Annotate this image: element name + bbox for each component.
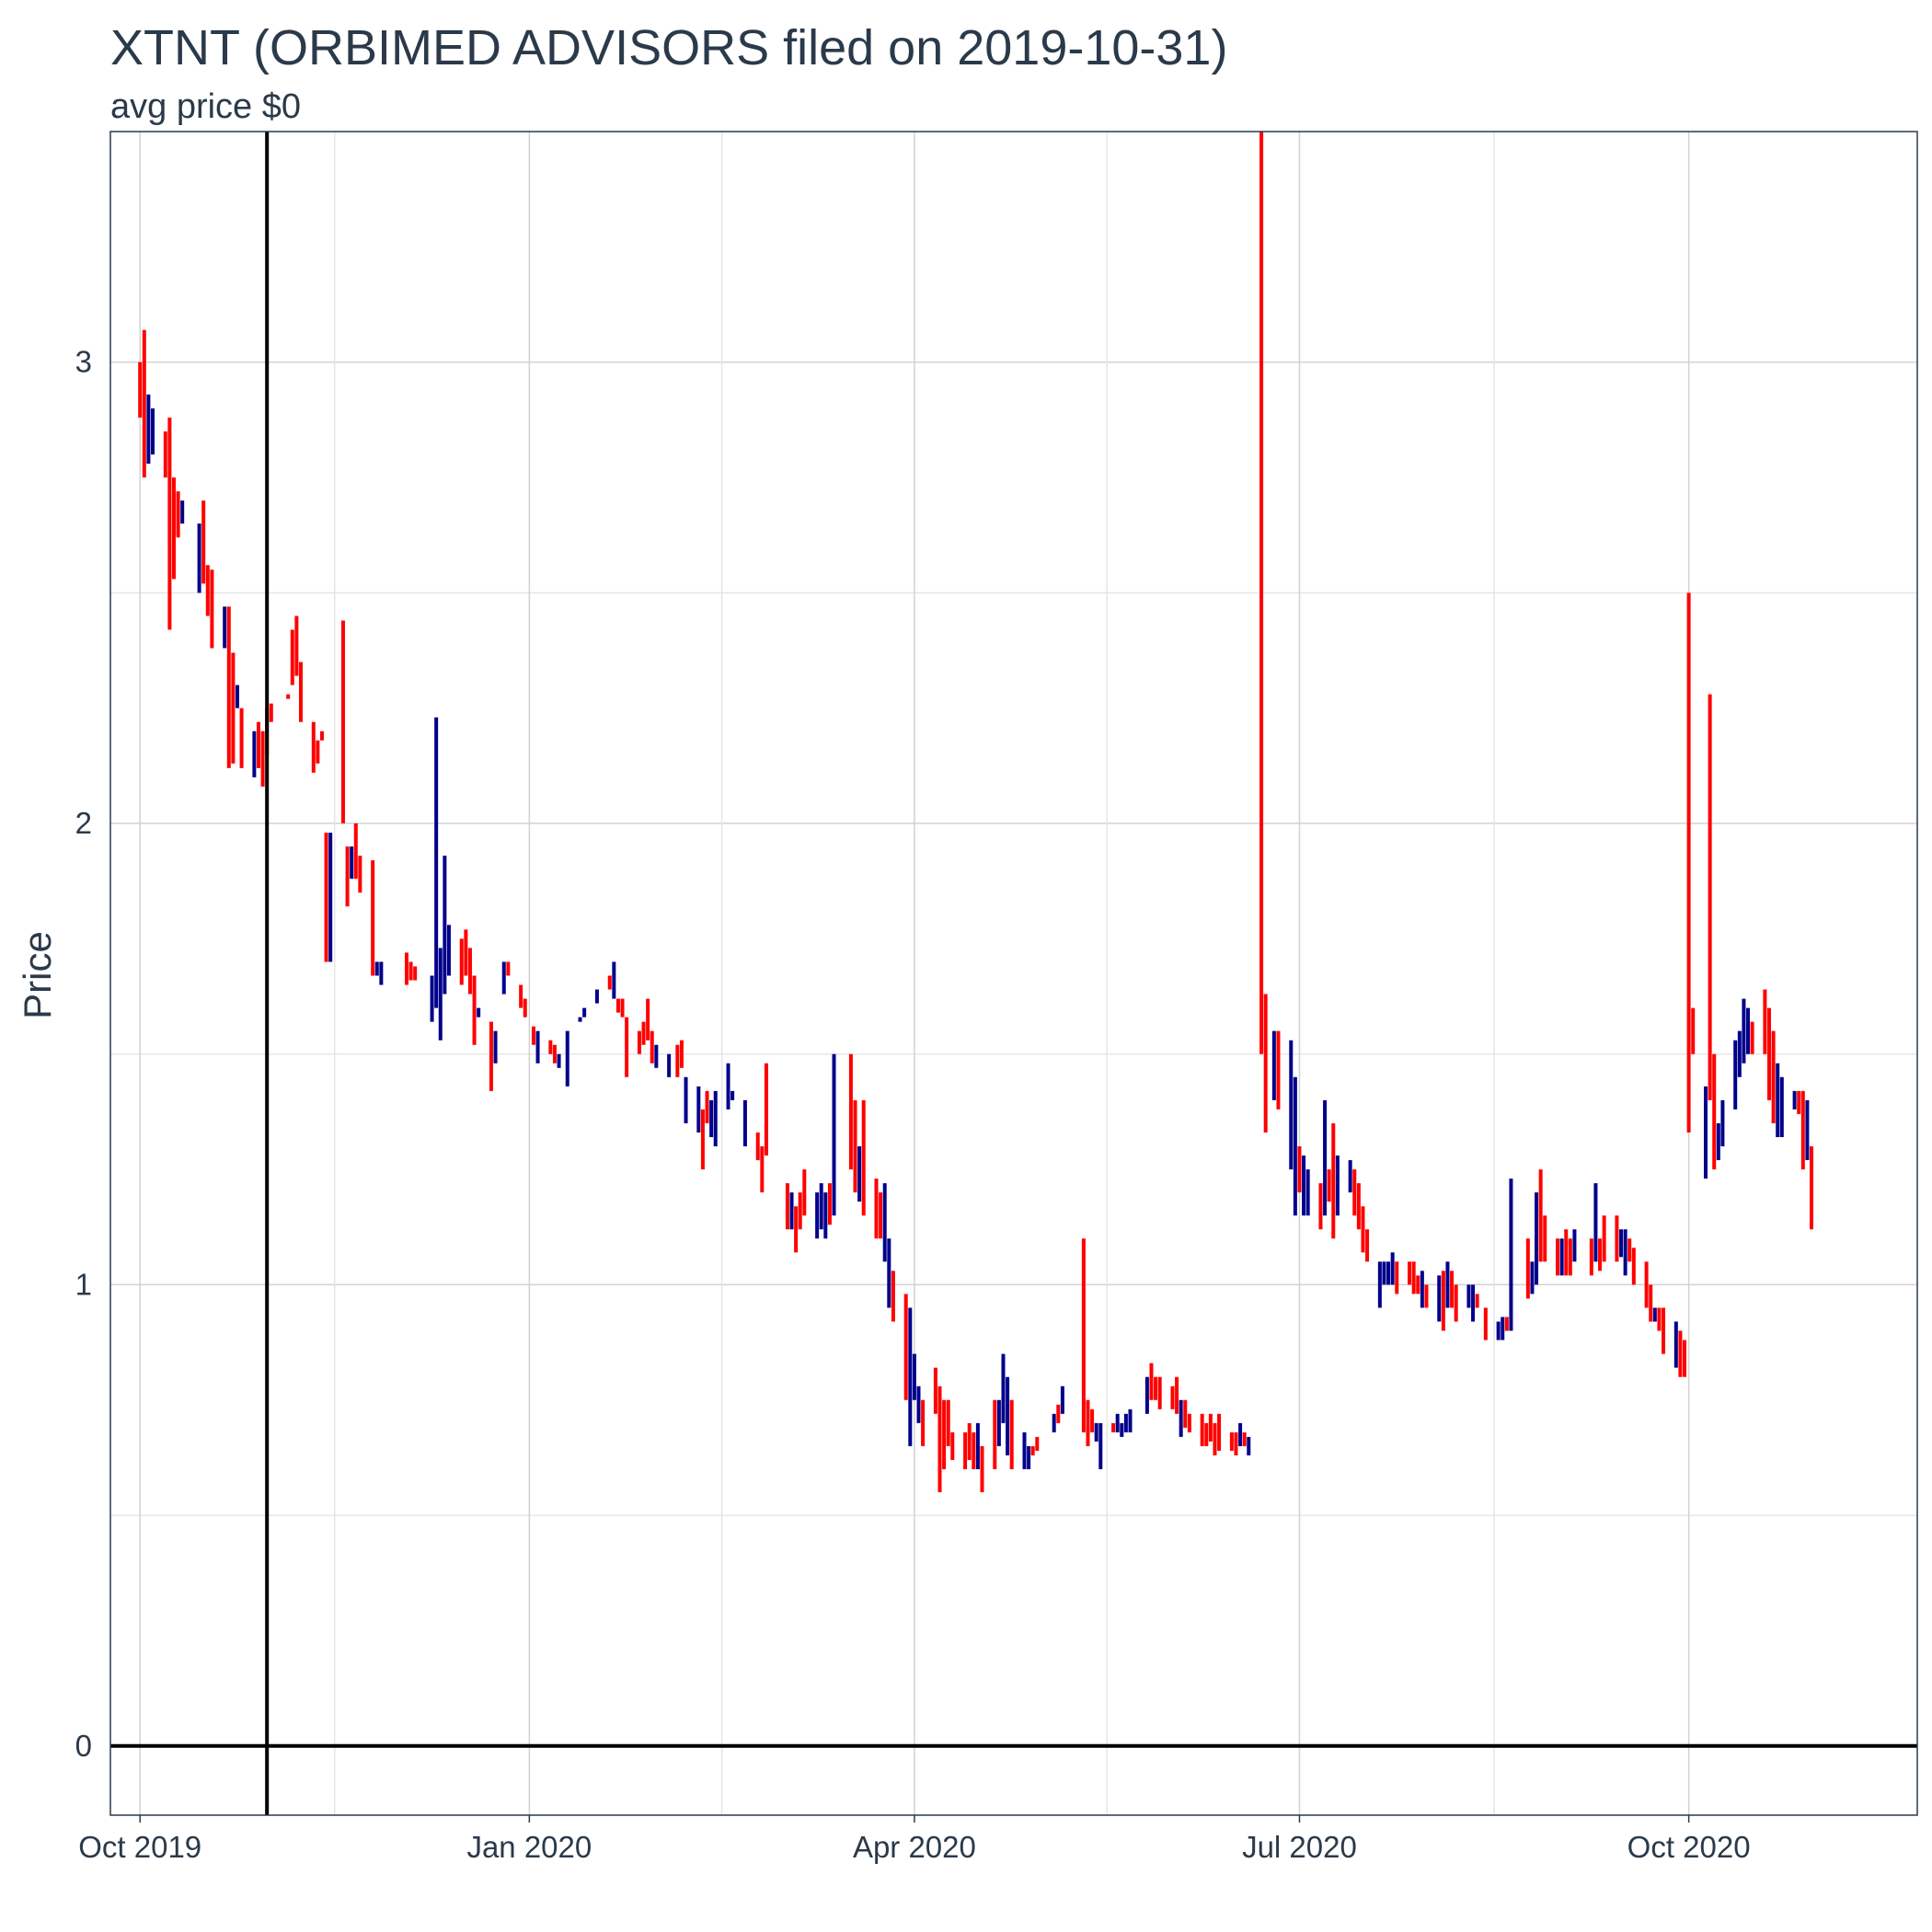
- y-tick-label: 3: [75, 345, 92, 379]
- x-axis-ticks: Oct 2019 Jan 2020 Apr 2020 Jul 2020 Oct 2020: [78, 1815, 1751, 1864]
- y-tick-label: 1: [75, 1267, 92, 1301]
- x-tick-label: Jan 2020: [466, 1830, 592, 1864]
- x-tick-label: Apr 2020: [853, 1830, 976, 1864]
- reference-lines: [110, 132, 1917, 1815]
- y-axis-ticks: 0 1 2 3: [75, 345, 92, 1763]
- y-tick-label: 0: [75, 1729, 92, 1763]
- x-tick-label: Oct 2019: [78, 1830, 201, 1864]
- chart-subtitle: avg price $0: [110, 87, 301, 126]
- price-bars: [138, 132, 1814, 1493]
- x-tick-label: Jul 2020: [1242, 1830, 1357, 1864]
- plot-panel-border: [109, 131, 1918, 1816]
- chart-title: XTNT (ORBIMED ADVISORS filed on 2019-10-…: [110, 20, 1227, 75]
- y-tick-label: 2: [75, 806, 92, 840]
- x-tick-label: Oct 2020: [1627, 1830, 1751, 1864]
- y-axis-label: Price: [16, 931, 59, 1019]
